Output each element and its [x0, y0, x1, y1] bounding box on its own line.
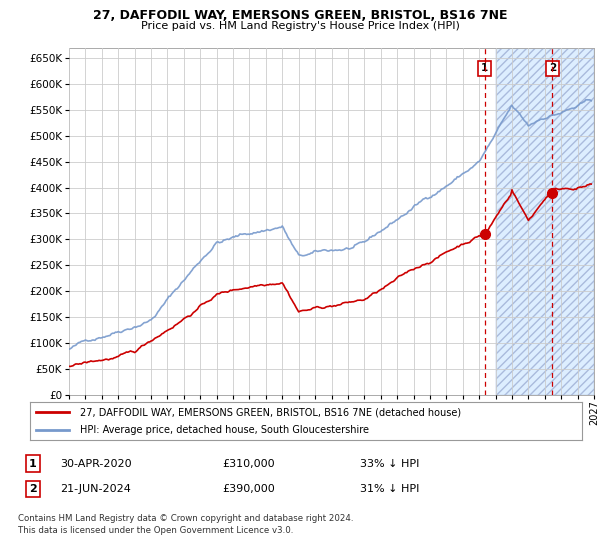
Text: 2: 2 [549, 63, 556, 73]
Text: £390,000: £390,000 [222, 484, 275, 494]
Text: 31% ↓ HPI: 31% ↓ HPI [360, 484, 419, 494]
Text: £310,000: £310,000 [222, 459, 275, 469]
Text: 21-JUN-2024: 21-JUN-2024 [60, 484, 131, 494]
Text: 1: 1 [29, 459, 37, 469]
Text: HPI: Average price, detached house, South Gloucestershire: HPI: Average price, detached house, Sout… [80, 425, 368, 435]
Text: 27, DAFFODIL WAY, EMERSONS GREEN, BRISTOL, BS16 7NE: 27, DAFFODIL WAY, EMERSONS GREEN, BRISTO… [93, 9, 507, 22]
Bar [496, 48, 594, 395]
Text: 33% ↓ HPI: 33% ↓ HPI [360, 459, 419, 469]
Text: 30-APR-2020: 30-APR-2020 [60, 459, 131, 469]
Text: 1: 1 [481, 63, 488, 73]
Text: Contains HM Land Registry data © Crown copyright and database right 2024.
This d: Contains HM Land Registry data © Crown c… [18, 514, 353, 535]
Text: 27, DAFFODIL WAY, EMERSONS GREEN, BRISTOL, BS16 7NE (detached house): 27, DAFFODIL WAY, EMERSONS GREEN, BRISTO… [80, 407, 461, 417]
Text: Price paid vs. HM Land Registry's House Price Index (HPI): Price paid vs. HM Land Registry's House … [140, 21, 460, 31]
Text: 2: 2 [29, 484, 37, 494]
Bar [496, 48, 594, 395]
